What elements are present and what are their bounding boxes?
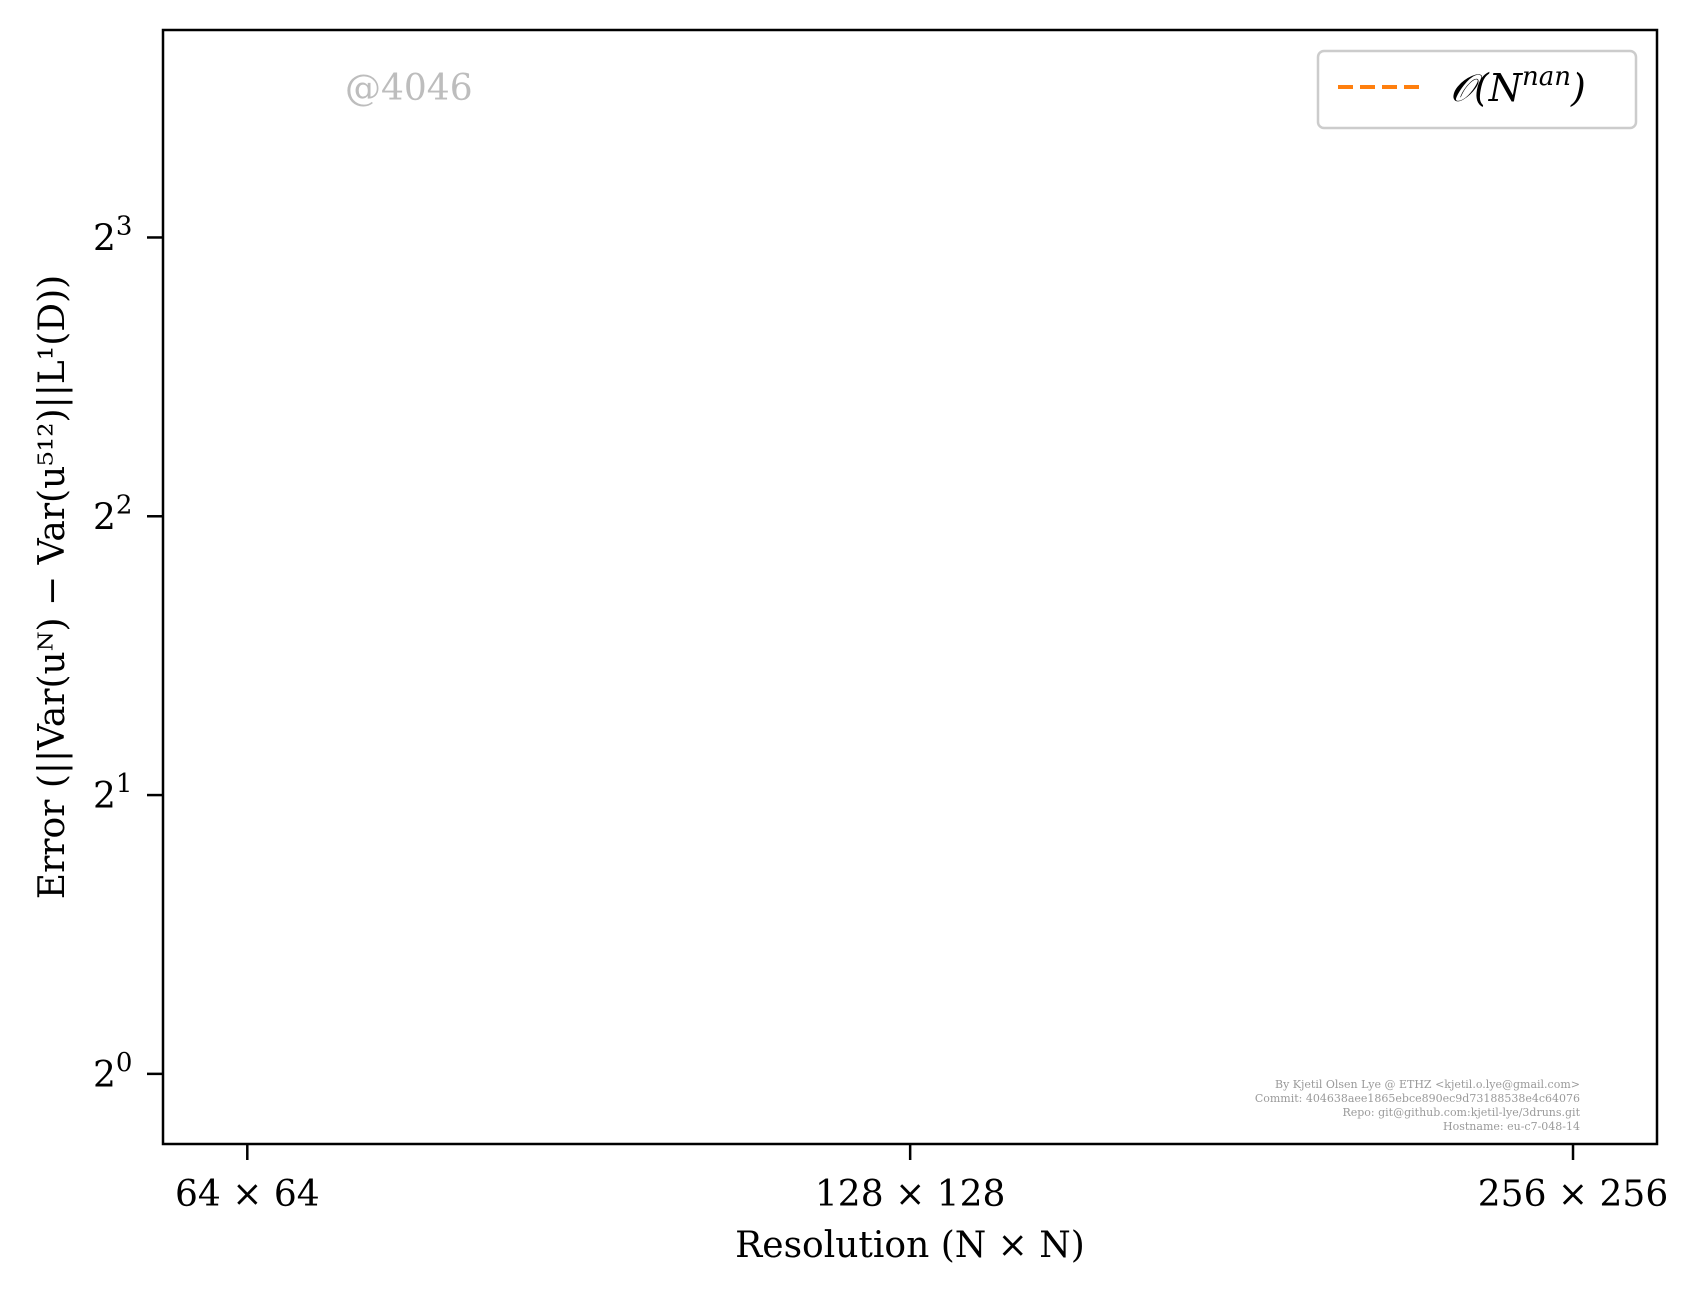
- credit-line: Repo: git@github.com:kjetil-lye/3druns.g…: [1342, 1106, 1580, 1119]
- x-tick-label: 64 × 64: [175, 1174, 320, 1215]
- credit-line: Hostname: eu-c7-048-14: [1443, 1120, 1580, 1133]
- credit-annotation: By Kjetil Olsen Lye @ ETHZ <kjetil.o.lye…: [1255, 1078, 1581, 1133]
- y-tick-label: 22: [93, 490, 132, 538]
- credit-line: Commit: 404638aee1865ebce890ec9d73188538…: [1255, 1092, 1580, 1105]
- legend-box: [1316, 49, 1638, 130]
- y-axis: 20 21 22 23: [93, 211, 163, 1096]
- x-tick-label: 256 × 256: [1478, 1174, 1668, 1215]
- credit-line: By Kjetil Olsen Lye @ ETHZ <kjetil.o.lye…: [1275, 1078, 1580, 1091]
- plot-frame: [161, 28, 1659, 1146]
- y-tick-label: 23: [93, 211, 132, 259]
- x-axis-label: Resolution (N × N): [735, 1225, 1085, 1266]
- watermark: @4046: [345, 68, 473, 109]
- x-tick-label: 128 × 128: [815, 1174, 1005, 1215]
- y-tick-label: 20: [93, 1048, 132, 1096]
- y-tick-label: 21: [93, 769, 132, 817]
- x-axis: 64 × 64 128 × 128 256 × 256: [175, 1144, 1668, 1215]
- legend-entry-label: 𝒪(Nnan): [1450, 62, 1586, 110]
- legend: 𝒪(Nnan): [1316, 49, 1638, 130]
- y-axis-label: Error (||Var(uᴺ) − Var(u⁵¹²)||L¹(D)): [32, 275, 73, 899]
